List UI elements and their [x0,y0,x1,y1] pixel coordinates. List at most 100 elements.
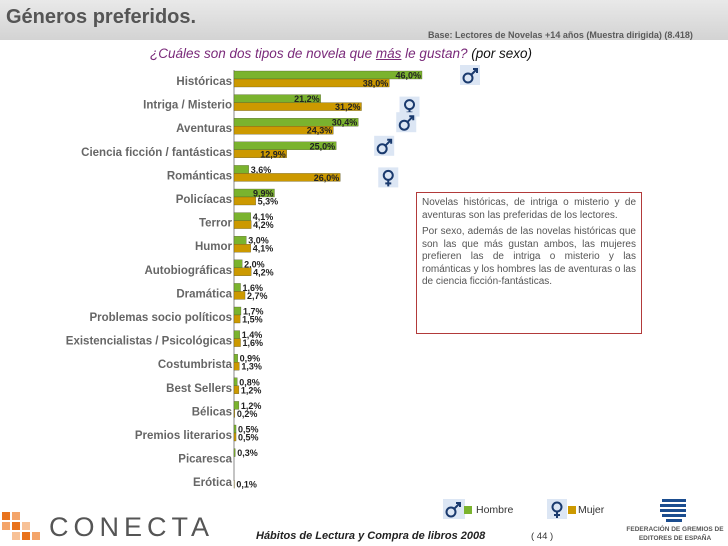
data-label-hombre: 9,9% [253,189,274,199]
footer-title: Hábitos de Lectura y Compra de libros 20… [256,530,486,542]
symbol-arrowhead [473,68,478,73]
data-label-mujer: 12,9% [260,149,286,159]
logo-square-2 [12,512,20,520]
base-note: Base: Lectores de Novelas +14 años (Mues… [428,30,693,40]
legend-female-bg [547,499,567,519]
bar-mujer [233,126,334,135]
category-label: Históricas [176,76,232,88]
question-suffix: (por sexo) [467,46,533,61]
data-label-mujer: 5,3% [258,197,279,207]
bar-mujer [233,338,241,347]
bar-mujer [233,196,256,206]
logo-square-3 [2,522,10,530]
bar-hombre [233,401,240,410]
legend-swatch-mujer [568,506,576,514]
legend-hombre-label: Hombre [476,504,514,516]
bar-hombre [233,448,236,457]
data-label-hombre: 3,6% [251,165,272,175]
note-paragraph-2: Por sexo, además de las novelas históric… [422,226,636,287]
data-label-hombre: 30,4% [332,118,358,128]
data-label-hombre: 4,1% [253,212,274,222]
category-label: Humor [195,241,233,253]
data-label-mujer: 0,1% [236,480,257,490]
legend-male-circle [445,506,457,518]
bar-mujer [233,432,237,442]
data-label-hombre: 46,0% [395,71,421,81]
note-paragraph-1: Novelas históricas, de intriga o misteri… [422,197,636,221]
male-symbol-icon [460,65,480,85]
data-label-hombre: 1,2% [241,401,262,411]
fed-stripe-3 [660,509,686,512]
data-label-mujer: 1,6% [243,338,264,348]
legend-swatch-hombre [464,506,472,514]
data-label-mujer: 0,5% [238,433,259,443]
category-label: Existencialistas / Psicológicas [66,336,232,348]
legend-male-icon [443,499,465,519]
category-label: Románticas [167,170,232,182]
fed-stripe-2 [660,504,686,507]
symbol-circle [398,119,410,131]
data-label-mujer: 24,3% [307,126,333,136]
female-symbol-icon [378,167,399,188]
data-label-mujer: 38,0% [363,79,389,89]
data-label-hombre: 0,5% [238,425,259,435]
category-label: Autobiográficas [144,265,232,277]
federacion-logo [660,499,686,522]
question-text: ¿Cuáles son dos tipos de novela que más … [150,46,532,61]
bar-hombre [233,424,237,434]
federacion-logo-text: FEDERACIÓN DE GREMIOS DE EDITORES DE ESP… [626,526,724,542]
legend [443,499,576,519]
bar-mujer [233,267,252,276]
data-label-hombre: 1,6% [243,283,264,293]
bar-mujer [233,102,362,111]
symbol-bg [399,96,420,117]
legend-mujer-label: Mujer [578,504,605,516]
category-label: Costumbrista [158,359,233,371]
legend-female-icon [547,499,567,519]
logo-square-1 [2,512,10,520]
data-label-hombre: 0,9% [240,354,261,364]
data-label-mujer: 4,1% [253,244,274,254]
symbol-arrowhead [409,115,415,121]
data-label-hombre: 25,0% [310,141,336,151]
male-symbol-icon [396,112,417,133]
title-bar [0,0,728,40]
logo-square-4 [12,522,20,530]
data-label-hombre: 3,0% [248,236,269,246]
category-label: Ciencia ficción / fantásticas [81,147,232,159]
bar-mujer [233,385,240,394]
symbol-arrowhead [387,138,393,144]
bar-hombre [233,259,243,268]
logo-square-5 [22,522,30,530]
bar-mujer [233,291,246,300]
bar-hombre [233,283,241,292]
question-part2: le gustan? [401,46,468,61]
symbol-circle [462,72,474,84]
question-part1: ¿Cuáles son dos tipos de novela que [150,46,376,61]
bar-mujer [233,314,241,324]
conecta-logo [2,512,40,540]
bar-mujer [233,78,390,88]
bar-mujer [233,362,240,371]
category-label: Picaresca [178,454,232,466]
male-symbol-icon [374,135,395,156]
data-label-mujer: 4,2% [253,220,274,230]
bar-hombre [233,236,247,245]
data-label-hombre: 1,4% [242,330,263,340]
category-label: Problemas socio políticos [89,312,232,324]
symbol-bg [378,167,399,188]
bar-mujer [233,220,252,229]
bar-hombre [233,330,240,339]
category-label: Dramática [176,288,232,300]
category-label: Terror [199,218,233,230]
bar-mujer [233,409,235,418]
bar-hombre [233,354,238,363]
note-box: Novelas históricas, de intriga o misteri… [416,192,642,334]
bar-hombre [233,165,249,174]
bar-hombre [233,377,238,386]
data-label-mujer: 31,2% [335,102,361,112]
data-label-mujer: 0,2% [237,409,258,419]
page-number: ( 44 ) [531,531,554,542]
legend-male-arrowhead [456,502,461,507]
